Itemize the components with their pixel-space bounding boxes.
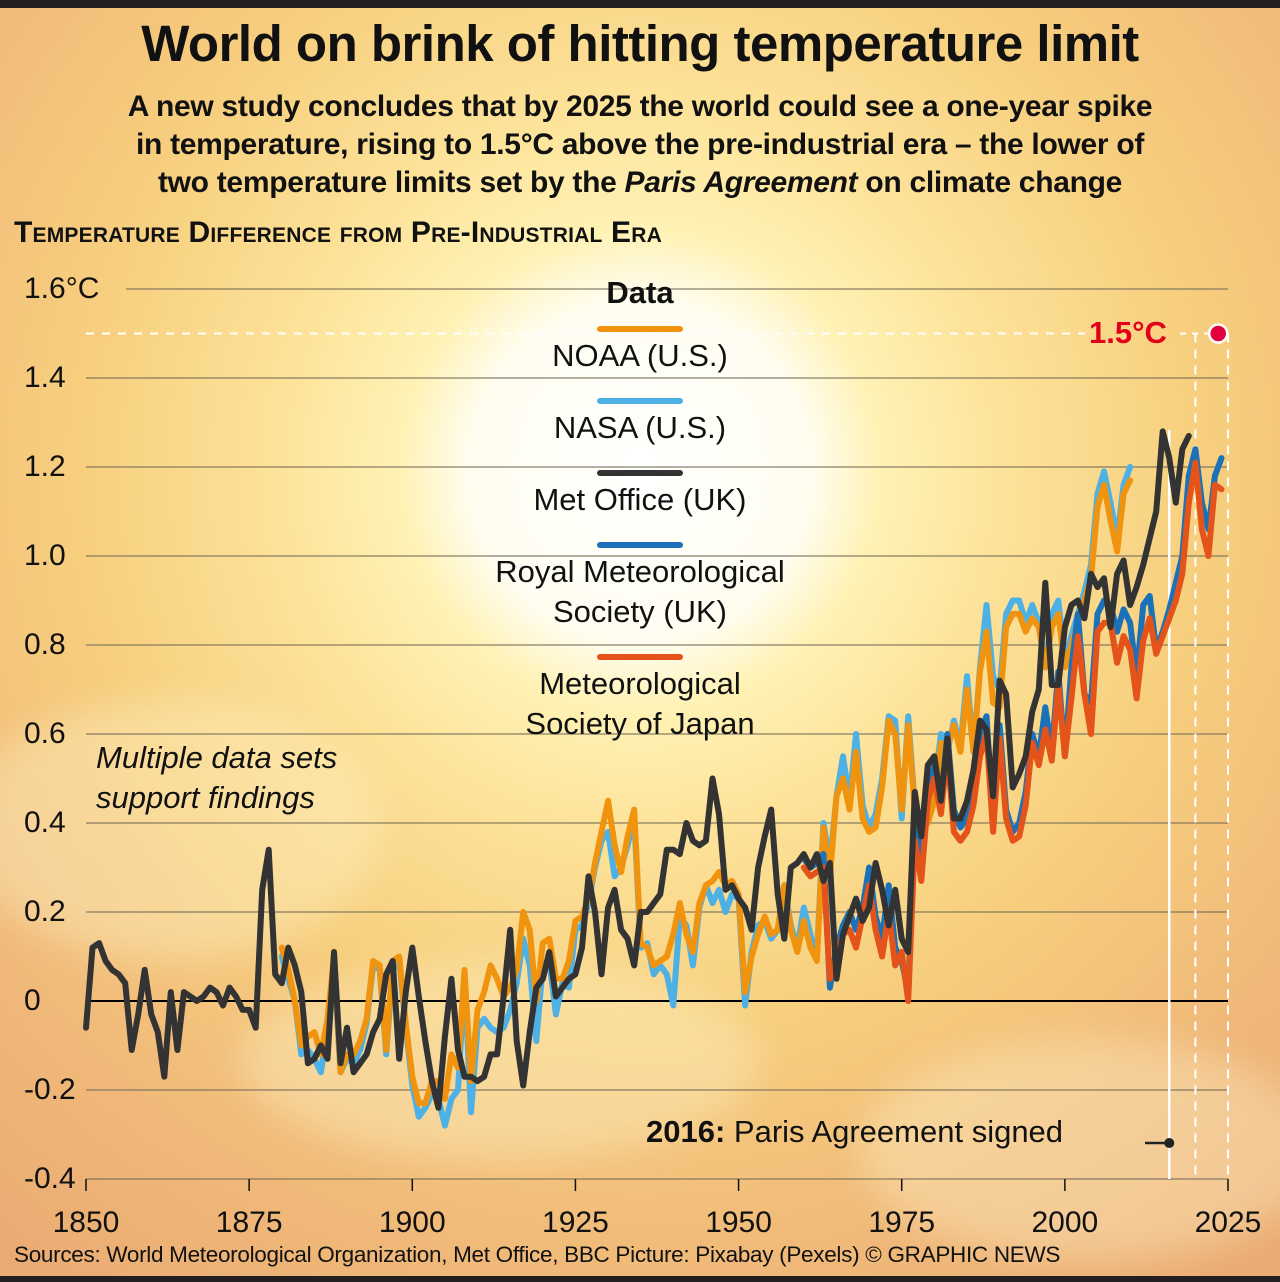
grid-lines	[86, 288, 1228, 1180]
series-lines	[83, 428, 1225, 1129]
page-title: World on brink of hitting temperature li…	[141, 15, 1139, 72]
chart-title: Temperature Difference from Pre-Industri…	[14, 216, 662, 249]
y-tick-label: 0.4	[24, 806, 66, 839]
legend-item-rms: Royal Meteorological Society (UK)	[460, 542, 820, 632]
legend-label-noaa: NOAA (U.S.)	[552, 338, 728, 373]
y-tick-label: 1.0	[24, 539, 66, 572]
legend-label-met-office: Met Office (UK)	[533, 482, 747, 517]
y-tick-label: -0.4	[24, 1162, 76, 1195]
findings-note-line-2: support findings	[96, 780, 315, 815]
x-axis-ticks: 1850 1875 1900 1925 1950 1975 2000 2025	[53, 1179, 1262, 1239]
findings-note: Multiple data sets support findings	[96, 738, 337, 818]
x-tick-label: 2000	[1031, 1206, 1098, 1239]
y-tick-label: 0.8	[24, 628, 66, 661]
legend-label-jma-2: Society of Japan	[525, 706, 755, 741]
subtitle-line-1: A new study concludes that by 2025 the w…	[127, 90, 1153, 123]
series-line-met-office	[83, 428, 1192, 1111]
legend-item-met-office: Met Office (UK)	[460, 470, 820, 520]
y-tick-label: 1.6°C	[24, 272, 99, 305]
cloud-decoration	[860, 1040, 1280, 1260]
y-axis-ticks: 1.6°C 1.4 1.2 1.0 0.8 0.6 0.4 0.2 0 -0.2 -0.4	[24, 272, 99, 1195]
bottom-border	[0, 1276, 1280, 1282]
y-tick-label: -0.2	[24, 1073, 76, 1106]
paris-year: 2016:	[646, 1114, 726, 1149]
legend: Data NOAA (U.S.) NASA (U.S.) Met Office …	[460, 270, 820, 744]
cloud-decoration	[0, 700, 380, 960]
findings-note-line-1: Multiple data sets	[96, 740, 338, 775]
series-line-jma	[800, 459, 1225, 1004]
subtitle-line-3-pre: two temperature limits set by the	[157, 166, 625, 199]
legend-label-jma-1: Meteorological	[539, 666, 741, 701]
legend-label-rms-1: Royal Meteorological	[495, 554, 785, 589]
subtitle-line-2: in temperature, rising to 1.5°C above th…	[135, 128, 1145, 161]
x-tick-label: 1850	[53, 1206, 120, 1239]
y-tick-label: 0.2	[24, 895, 66, 928]
legend-swatch-rms	[597, 542, 683, 548]
legend-swatch-nasa	[597, 398, 683, 404]
subtitle-line-3-post: on climate change	[857, 166, 1123, 199]
legend-label-rms-2: Society (UK)	[553, 594, 727, 629]
subtitle-paris-agreement: Paris Agreement	[624, 166, 858, 199]
annotation-markers	[1145, 323, 1229, 1148]
limit-marker-dot	[1207, 323, 1229, 344]
legend-label-nasa: NASA (U.S.)	[553, 410, 727, 445]
legend-swatch-met-office	[597, 470, 683, 476]
limit-label: 1.5°C	[1089, 315, 1167, 350]
paris-annotation: 2016: Paris Agreement signed	[646, 1114, 1063, 1150]
x-tick-label: 1875	[216, 1206, 283, 1239]
legend-title: Data	[606, 275, 674, 310]
y-tick-label: 0.6	[24, 717, 66, 750]
legend-swatch-jma	[597, 654, 683, 660]
series-line-noaa	[278, 477, 1134, 1107]
y-tick-label: 0	[24, 984, 41, 1017]
x-tick-label: 1975	[868, 1206, 935, 1239]
paris-marker-dot	[1164, 1138, 1175, 1148]
x-tick-label: 1950	[705, 1206, 772, 1239]
top-border	[0, 0, 1280, 8]
legend-item-noaa: NOAA (U.S.)	[460, 326, 820, 376]
x-tick-label: 1900	[379, 1206, 446, 1239]
y-tick-label: 1.2	[24, 450, 66, 483]
legend-swatch-noaa	[597, 326, 683, 332]
paris-text: Paris Agreement signed	[725, 1114, 1064, 1149]
x-tick-label: 2025	[1195, 1206, 1262, 1239]
y-tick-label: 1.4	[24, 361, 66, 394]
page-subtitle: A new study concludes that by 2025 the w…	[0, 88, 1280, 202]
legend-item-jma: Meteorological Society of Japan	[460, 654, 820, 744]
reference-lines	[86, 332, 1229, 1179]
source-credit: Sources: World Meteorological Organizati…	[14, 1242, 1061, 1267]
legend-item-nasa: NASA (U.S.)	[460, 398, 820, 448]
x-tick-label: 1925	[542, 1206, 609, 1239]
